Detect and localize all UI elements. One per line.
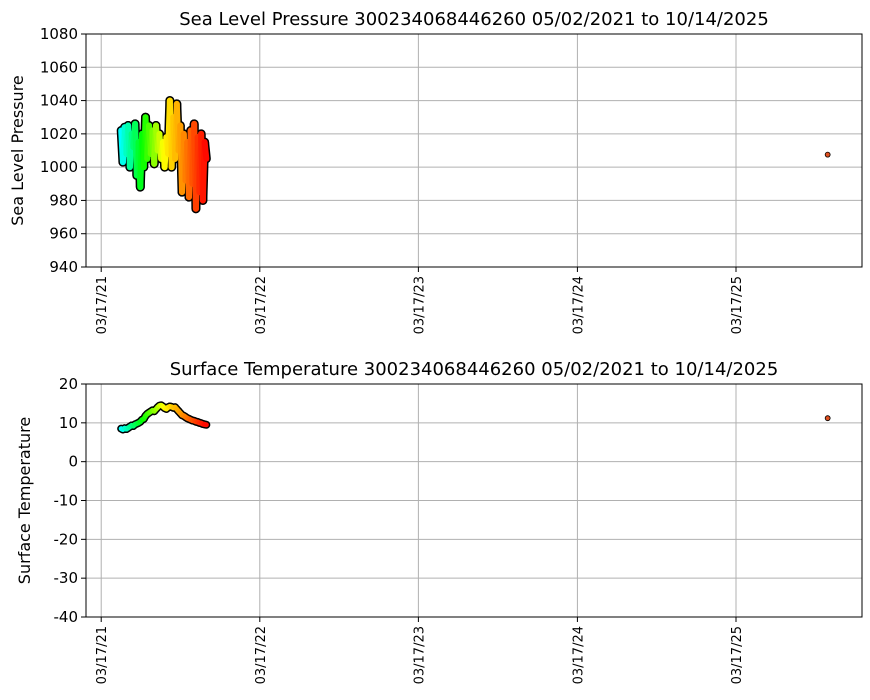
x-tick-label: 03/17/22 [254,626,269,684]
x-tick-label: 03/17/21 [95,276,110,334]
y-tick-label: 0 [68,453,78,471]
y-tick-label: 1080 [40,25,78,43]
y-tick-label: 20 [59,375,78,393]
temperature-plot: -40 -30 -20 -10 0 10 20 03/17/21 03/17/22 03/17/2… [15,359,863,684]
y-tick-label: -30 [54,569,79,587]
x-tick-label: 03/17/25 [730,626,745,684]
y-tick-label: 980 [49,191,78,209]
x-tick-label: 03/17/24 [571,626,586,684]
last-data-point [824,151,831,158]
y-tick-label: 10 [59,414,78,432]
y-tick-label: 940 [49,258,78,276]
y-tick-label: -20 [54,530,79,548]
data-point [201,139,210,162]
axes-frame [85,383,863,618]
x-tick-label: 03/17/24 [571,276,586,334]
plot-title: Surface Temperature 300234068446260 05/0… [170,359,779,380]
x-tick-label: 03/17/25 [730,276,745,334]
x-tick-label: 03/17/23 [412,276,427,334]
y-tick-label: 1060 [40,58,78,76]
x-tick-label: 03/17/23 [412,626,427,684]
pressure-plot: 940 960 980 1000 1020 1040 1060 1080 03/17/21 03/… [8,9,863,334]
y-tick-label: -40 [54,608,79,626]
plot-title: Sea Level Pressure 300234068446260 05/02… [179,9,769,30]
y-tick-label: 1000 [40,158,78,176]
y-tick-label: 1040 [40,92,78,110]
x-tick-label: 03/17/21 [95,626,110,684]
y-axis-label: Surface Temperature [15,417,34,584]
last-data-point [824,415,831,422]
axes-frame [85,33,863,268]
y-axis-label: Sea Level Pressure [8,75,27,226]
y-tick-label: -10 [54,492,79,510]
y-tick-label: 960 [49,225,78,243]
x-tick-label: 03/17/22 [254,276,269,334]
y-tick-label: 1020 [40,125,78,143]
